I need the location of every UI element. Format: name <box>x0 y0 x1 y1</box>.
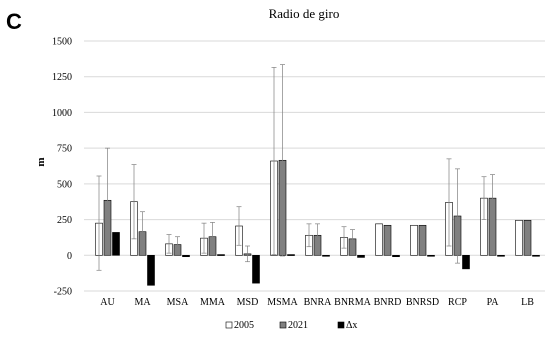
bar-lb-1 <box>523 219 532 256</box>
y-tick-label: 0 <box>67 251 72 262</box>
error-bars <box>96 64 495 271</box>
bar-msa-2 <box>182 254 190 258</box>
y-tick-label: 500 <box>57 179 72 190</box>
y-tick-label: 250 <box>57 215 72 226</box>
bar-mma-2 <box>217 254 225 256</box>
x-tick-label: RCP <box>448 297 467 308</box>
x-tick-label: BNRA <box>304 297 333 308</box>
bar-bnrd-0 <box>375 223 383 256</box>
bar-bnrd-1 <box>383 224 392 256</box>
bar-msma-2 <box>287 254 295 256</box>
legend-swatch <box>225 321 233 329</box>
x-tick-label: MSA <box>167 297 189 308</box>
legend-swatch <box>279 321 287 329</box>
x-tick-label: MSMA <box>267 297 298 308</box>
bar-lb-0 <box>515 219 523 256</box>
legend: 2005 2021 Δx <box>225 320 357 331</box>
y-tick-label: -250 <box>54 287 72 298</box>
x-tick-label: MSD <box>237 297 259 308</box>
bar-bnrsd-1 <box>418 224 427 256</box>
x-tick-label: BNRMA <box>334 297 371 308</box>
bar-bnrma-2 <box>357 254 365 258</box>
x-tick-labels: AU MA MSA MMA MSD MSMA BNRA BNRMA BNRD BNRSD RCP PA… <box>100 297 534 308</box>
bar-bnrd-2 <box>392 254 400 258</box>
x-tick-label: AU <box>100 297 115 308</box>
chart-title: Radio de giro <box>269 6 340 21</box>
x-tick-label: PA <box>487 297 500 308</box>
y-axis-title: m <box>35 157 47 166</box>
y-tick-label: 1500 <box>52 37 72 48</box>
x-tick-label: BNRD <box>374 297 402 308</box>
y-tick-label: 1250 <box>52 72 72 83</box>
bar-bnra-2 <box>322 254 330 257</box>
x-tick-label: MMA <box>200 297 226 308</box>
x-tick-label: BNRSD <box>406 297 439 308</box>
bar-bnrsd-2 <box>427 254 435 257</box>
x-tick-label: MA <box>134 297 151 308</box>
bar-pa-2 <box>497 254 505 257</box>
legend-swatch <box>337 321 345 329</box>
bar-msd-2 <box>252 254 260 284</box>
gridlines <box>84 40 545 292</box>
legend-label: Δx <box>346 320 357 331</box>
bar-au-2 <box>112 232 120 256</box>
bar-ma-2 <box>147 254 155 286</box>
y-tick-label: 1000 <box>52 108 72 119</box>
legend-label: 2021 <box>288 320 308 331</box>
bars <box>95 159 540 286</box>
x-tick-label: LB <box>521 297 534 308</box>
bar-lb-2 <box>532 254 540 257</box>
y-tick-label: 750 <box>57 144 72 155</box>
legend-label: 2005 <box>234 320 254 331</box>
y-tick-labels: -250 0 250 500 750 1000 1250 1500 <box>52 37 72 298</box>
panel-label: C <box>6 9 22 34</box>
bar-bnrsd-0 <box>410 224 418 256</box>
bar-rcp-2 <box>462 254 470 270</box>
